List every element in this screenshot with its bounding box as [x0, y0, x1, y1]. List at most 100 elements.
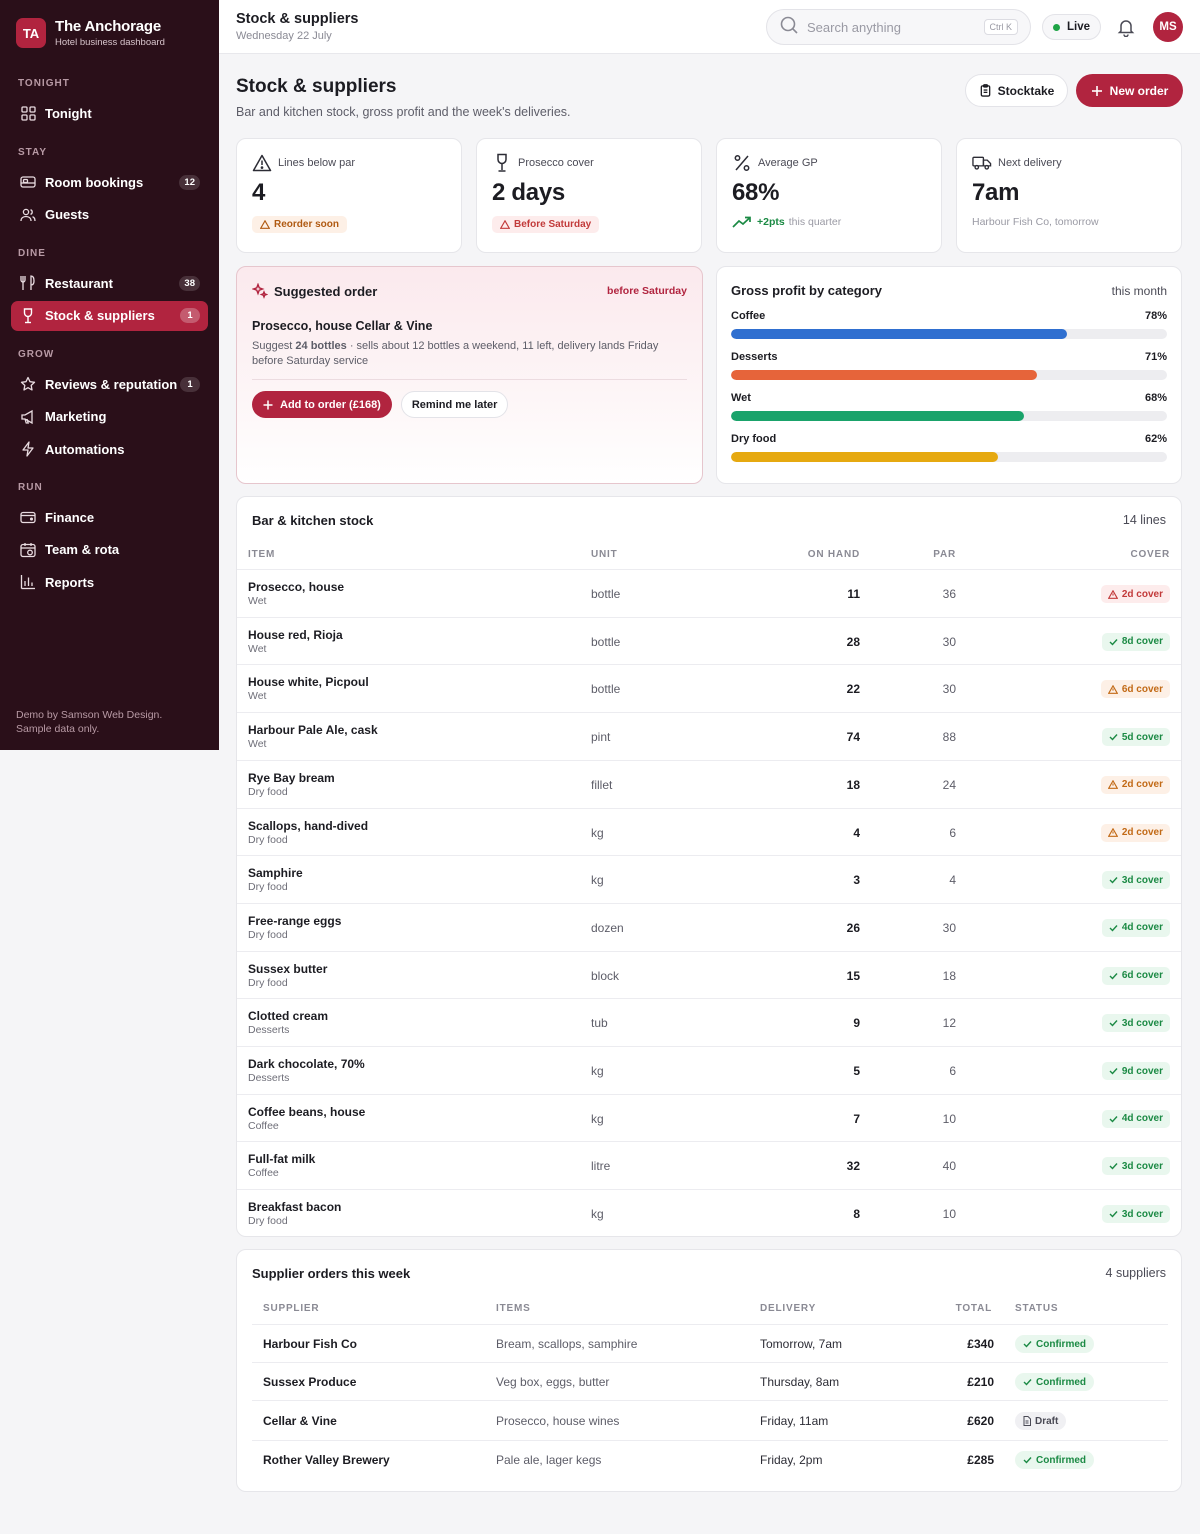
page-subtitle: Bar and kitchen stock, gross profit and … [236, 105, 571, 119]
stock-table-card: Bar & kitchen stock 14 lines ITEM UNIT O… [236, 496, 1182, 1237]
gp-period[interactable]: this month [1111, 283, 1167, 298]
sidebar-item-reports[interactable]: Reports [11, 567, 208, 597]
item-category: Dry food [248, 785, 288, 798]
gp-category-value: 71% [1144, 351, 1167, 363]
table-row[interactable]: House white, Picpoul Wet bottle 22 30 6d cove… [237, 664, 1181, 712]
sidebar-item-room-bookings[interactable]: Room bookings 12 [11, 167, 208, 197]
table-row[interactable]: Sussex butter Dry food block 15 18 6d cover [237, 950, 1181, 999]
divider [252, 379, 687, 380]
kpi-value: 7am [972, 179, 1020, 206]
supplier-name: Harbour Fish Co [263, 1337, 358, 1351]
table-row[interactable]: Cellar & Vine Prosecco, house wines Friday… [252, 1400, 1168, 1440]
cover-label: 3d cover [1121, 1017, 1163, 1029]
sidebar-item-marketing[interactable]: Marketing [11, 402, 208, 432]
kpi-card-average-gp[interactable]: Average GP 68% +2pts this quarter [716, 138, 942, 253]
item-unit: kg [591, 1111, 604, 1126]
table-row[interactable]: Clotted cream Desserts tub 9 12 3d cover [237, 998, 1181, 1046]
sidebar-item-label: Team & rota [45, 542, 120, 557]
item-par: 30 [942, 682, 956, 697]
stocktake-button[interactable]: Stocktake [965, 74, 1068, 107]
sidebar-item-tonight[interactable]: Tonight [11, 98, 208, 128]
item-name: Breakfast bacon [248, 1200, 342, 1215]
table-row[interactable]: Samphire Dry food kg 3 4 3d cover [237, 855, 1181, 903]
truck-icon [972, 153, 992, 173]
table-row[interactable]: Coffee beans, house Coffee kg 7 10 4d cover [237, 1093, 1181, 1142]
sidebar-item-label: Tonight [45, 105, 92, 121]
topbar-date: Wednesday 22 July [236, 30, 332, 42]
column-header-supplier[interactable]: SUPPLIER [263, 1303, 320, 1314]
item-category: Dry food [248, 928, 288, 941]
avatar[interactable]: MS [1153, 12, 1183, 42]
item-unit: fillet [591, 777, 613, 792]
column-header-status[interactable]: STATUS [1015, 1303, 1059, 1314]
table-row[interactable]: House red, Rioja Wet bottle 28 30 8d cover [237, 616, 1181, 665]
column-header-items[interactable]: ITEMS [496, 1303, 531, 1314]
sidebar-item-stock-suppliers[interactable]: Stock & suppliers 1 [11, 300, 208, 331]
table-row[interactable]: Free-range eggs Dry food dozen 26 30 4d cover [237, 902, 1181, 951]
kpi-card-next-delivery[interactable]: Next delivery 7am Harbour Fish Co, tomor… [956, 138, 1182, 253]
gp-bar-fill [731, 329, 1067, 339]
table-row[interactable]: Scallops, hand-dived Dry food kg 4 6 2d cover [237, 807, 1181, 856]
item-on-hand: 28 [846, 634, 860, 649]
sidebar-item-automations[interactable]: Automations [11, 434, 208, 464]
order-delivery: Thursday, 8am [760, 1375, 840, 1389]
column-header-item[interactable]: ITEM [248, 549, 276, 560]
table-row[interactable]: Prosecco, house Wet bottle 11 36 2d cover [237, 569, 1181, 617]
plus-icon [1091, 85, 1103, 97]
sidebar-item-reviews-reputation[interactable]: Reviews & reputation 1 [11, 369, 208, 399]
check-icon [1109, 733, 1118, 741]
sidebar-item-label: Stock & suppliers [45, 308, 155, 323]
sidebar-item-label: Marketing [45, 409, 107, 424]
column-header-total[interactable]: TOTAL [955, 1303, 992, 1314]
badge-label: Reorder soon [274, 219, 340, 230]
cover-badge: 3d cover [1101, 1205, 1170, 1224]
live-indicator[interactable]: Live [1042, 14, 1102, 40]
bell-icon[interactable] [1116, 17, 1136, 38]
column-header-unit[interactable]: UNIT [591, 549, 618, 560]
sidebar-item-finance[interactable]: Finance [11, 502, 208, 532]
kpi-card-prosecco-cover[interactable]: Prosecco cover 2 days Before Saturday [476, 138, 702, 253]
kpi-trend: +2pts this quarter [732, 216, 926, 228]
kpi-card-lines-below-par[interactable]: Lines below par 4 Reorder soon [236, 138, 462, 253]
item-par: 30 [942, 634, 956, 649]
column-header-cover[interactable]: COVER [1130, 549, 1170, 560]
table-row[interactable]: Dark chocolate, 70% Desserts kg 5 6 9d cover [237, 1046, 1181, 1094]
cover-badge: 5d cover [1101, 728, 1170, 747]
brand[interactable]: TA The Anchorage Hotel business dashboar… [0, 0, 219, 48]
cover-badge: 2d cover [1100, 775, 1170, 794]
brand-subtitle: Hotel business dashboard [55, 37, 165, 48]
table-row[interactable]: Rye Bay bream Dry food fillet 18 24 2d cover [237, 759, 1181, 808]
order-delivery: Friday, 2pm [760, 1453, 823, 1467]
table-row[interactable]: Breakfast bacon Dry food kg 8 10 3d cover [237, 1189, 1181, 1237]
check-icon [1109, 638, 1118, 646]
cover-label: 5d cover [1121, 731, 1163, 743]
add-to-order-label: Add to order (£168) [280, 398, 381, 411]
add-to-order-button[interactable]: Add to order (£168) [252, 391, 392, 418]
table-row[interactable]: Harbour Pale Ale, cask Wet pint 74 88 5d cove… [237, 712, 1181, 760]
table-row[interactable]: Harbour Fish Co Bream, scallops, samphire… [252, 1324, 1168, 1362]
sidebar-item-guests[interactable]: Guests [11, 200, 208, 230]
column-header-delivery[interactable]: DELIVERY [760, 1303, 817, 1314]
gp-category-label: Dry food [731, 433, 777, 445]
remind-later-button[interactable]: Remind me later [400, 391, 509, 418]
cover-label: 3d cover [1121, 1208, 1163, 1220]
gp-bar-track [731, 370, 1167, 380]
item-name: Rye Bay bream [248, 770, 335, 785]
item-category: Desserts [248, 1072, 290, 1084]
table-row[interactable]: Sussex Produce Veg box, eggs, butter Thurs… [252, 1362, 1168, 1400]
order-items: Bream, scallops, samphire [496, 1337, 638, 1351]
item-category: Dry food [248, 1215, 288, 1228]
sidebar-item-restaurant[interactable]: Restaurant 38 [11, 268, 208, 298]
plus-icon [263, 400, 273, 410]
search-input[interactable]: Search anything Ctrl K [766, 9, 1031, 45]
cover-badge: 3d cover [1101, 1014, 1170, 1033]
status-label: Draft [1035, 1415, 1059, 1427]
new-order-button[interactable]: New order [1076, 74, 1183, 107]
column-header-on-hand[interactable]: ON HAND [807, 549, 860, 560]
users-icon [19, 206, 37, 224]
footer-credit: Demo by Samson Web Design. [16, 709, 163, 721]
table-row[interactable]: Full-fat milk Coffee litre 32 40 3d cover [237, 1141, 1181, 1189]
sidebar-item-team-rota[interactable]: Team & rota [11, 535, 208, 565]
table-row[interactable]: Rother Valley Brewery Pale ale, lager keg… [252, 1440, 1168, 1478]
column-header-par[interactable]: PAR [933, 549, 956, 560]
